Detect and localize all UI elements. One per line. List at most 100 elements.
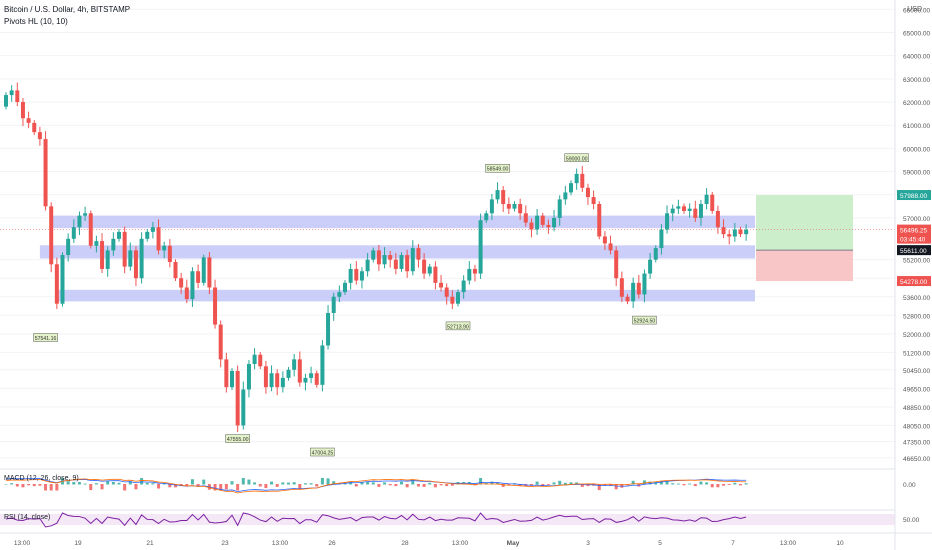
candle xyxy=(489,194,494,220)
indicator-title: Pivots HL (10, 10) xyxy=(4,17,68,26)
candle-body xyxy=(484,213,489,221)
candle xyxy=(15,82,20,107)
time-axis: 13:00 19 21 23 13:00 26 28 13:00 May 3 5 7 13:00 10 xyxy=(0,532,932,547)
candle xyxy=(150,221,155,239)
candle-body xyxy=(682,206,686,211)
candle xyxy=(574,168,579,190)
candle xyxy=(66,233,71,262)
candle-body xyxy=(179,278,184,288)
candle-body xyxy=(71,227,76,239)
candle-body xyxy=(156,227,161,251)
macd-histogram-bar xyxy=(190,479,194,485)
candle-body xyxy=(478,220,483,274)
candle-body xyxy=(614,250,619,279)
target-zone xyxy=(756,195,853,251)
candle xyxy=(614,246,619,287)
pivot-label-box xyxy=(445,321,471,331)
candle xyxy=(365,253,370,277)
macd-histogram-bar xyxy=(614,484,618,490)
candle xyxy=(535,209,540,235)
candle-body xyxy=(602,236,607,244)
macd-histogram-bar xyxy=(230,481,234,485)
candle xyxy=(456,289,460,307)
macd-histogram-bar xyxy=(507,484,511,486)
candle xyxy=(732,222,737,242)
candle-body xyxy=(444,287,449,297)
macd-histogram-bar xyxy=(309,483,313,485)
candle-body xyxy=(246,363,251,390)
candle-body xyxy=(518,204,523,214)
macd-histogram-bar xyxy=(140,478,144,485)
candle-body xyxy=(433,266,438,283)
candle xyxy=(190,267,195,307)
candle-body xyxy=(162,245,167,251)
candle-body xyxy=(608,243,613,251)
time-tick-label: 21 xyxy=(146,540,154,547)
candle xyxy=(100,233,105,273)
candle xyxy=(569,180,573,196)
macd-histogram-bar xyxy=(123,484,127,491)
candle-body xyxy=(501,190,506,205)
candle xyxy=(450,290,455,310)
macd-histogram-bar xyxy=(287,482,290,485)
candle xyxy=(670,204,675,222)
candle-body xyxy=(20,102,25,119)
pivot-label-box xyxy=(225,434,250,443)
macd-histogram-bar xyxy=(298,484,302,489)
candle-body xyxy=(213,287,218,325)
candle xyxy=(343,280,347,295)
candle xyxy=(230,368,234,390)
candle-body xyxy=(100,241,105,269)
candle-body xyxy=(122,231,127,267)
candle-body xyxy=(410,248,415,272)
macd-histogram-bar xyxy=(94,483,98,485)
long-position-tool xyxy=(0,195,895,282)
macd-label: MACD (12, 26, close, 9) xyxy=(4,475,79,482)
macd-histogram-bar xyxy=(405,484,409,488)
pivot-label: 47555.00 xyxy=(225,434,250,443)
candle xyxy=(26,111,31,129)
candle xyxy=(636,274,641,299)
price-tick-label: 59000.00 xyxy=(903,170,930,177)
candle xyxy=(162,241,167,259)
candle xyxy=(371,247,376,263)
candle-body xyxy=(399,255,404,269)
candle-body xyxy=(105,250,110,269)
candle-body xyxy=(303,377,308,383)
candle xyxy=(676,199,681,214)
candle xyxy=(20,97,25,127)
price-tick-label: 48050.00 xyxy=(903,423,930,430)
candle xyxy=(354,261,359,285)
candle xyxy=(77,211,82,236)
candle xyxy=(659,224,664,255)
macd-histogram-bar xyxy=(722,484,726,486)
candle-body xyxy=(540,215,545,225)
candle xyxy=(580,165,585,192)
candle xyxy=(326,305,331,350)
candle-body xyxy=(648,259,653,274)
candle xyxy=(252,348,257,370)
price-axis-label-text: 56496.25 xyxy=(900,228,927,235)
rsi-label: RSI (14, close) xyxy=(4,514,51,521)
candle xyxy=(331,292,336,321)
pivot-label: 59000.00 xyxy=(564,153,589,162)
time-tick-label: 13:00 xyxy=(272,540,289,547)
candle-body xyxy=(207,257,212,288)
candle xyxy=(184,279,189,304)
candle xyxy=(405,249,410,278)
candle xyxy=(286,367,291,381)
pivot-zones xyxy=(39,215,756,302)
time-tick-label: 26 xyxy=(328,540,336,547)
candle-body xyxy=(376,250,381,265)
candle xyxy=(156,219,161,255)
macd-histogram-bar xyxy=(422,484,426,487)
candle-body xyxy=(139,238,144,279)
macd-histogram-bar xyxy=(501,484,505,487)
candle-body xyxy=(252,354,257,364)
macd-histogram-bar xyxy=(450,484,454,486)
price-tick-label: 62000.00 xyxy=(903,100,930,107)
candle-body xyxy=(218,324,223,360)
macd-histogram-bar xyxy=(400,481,403,485)
macd-histogram-bar xyxy=(202,479,206,485)
